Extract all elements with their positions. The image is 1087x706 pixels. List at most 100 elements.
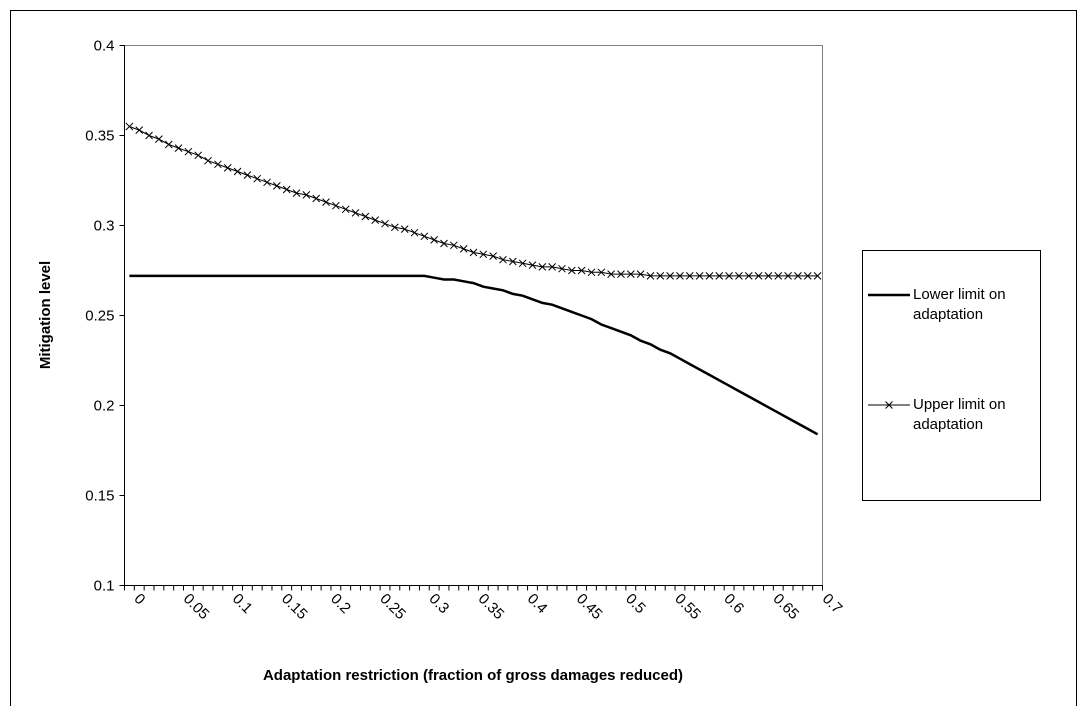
marker [518,259,527,268]
marker [499,255,507,264]
marker [174,144,183,152]
y-tick-label: 0.15 [85,488,114,505]
marker [312,194,321,203]
x-tick-label: 0.5 [622,590,649,617]
x-tick-label: 0.35 [475,590,508,623]
marker [794,272,802,280]
legend-label: Lower limit on adaptation [913,286,1006,323]
x-tick-label: 0.05 [180,590,213,623]
legend-label: Upper limit on adaptation [913,396,1006,433]
marker [125,122,134,131]
marker [528,261,537,269]
x-tick-label: 0.15 [278,590,311,623]
marker [607,270,615,278]
marker [626,270,635,278]
marker [695,272,704,280]
marker [459,245,468,253]
marker [508,257,517,266]
marker [803,272,812,280]
marker [204,156,212,165]
y-tick-label: 0.3 [94,218,115,235]
marker [558,264,566,273]
x-tick-label: 0.25 [376,590,409,623]
marker [725,272,733,280]
chart-border [10,10,1077,706]
marker [587,268,596,277]
marker [400,225,409,233]
marker [685,272,694,280]
marker [735,272,743,280]
x-tick-label: 0.2 [327,590,354,617]
marker [233,167,242,176]
marker [636,270,645,278]
marker [243,171,252,179]
y-tick-label: 0.2 [94,398,115,415]
marker [784,272,792,280]
marker [676,272,684,280]
x-tick-label: 0.65 [770,590,803,623]
x-axis-title: Adaptation restriction (fraction of gros… [263,667,683,684]
legend-marker [885,401,893,409]
marker [489,252,498,260]
marker [548,263,557,271]
x-tick-label: 0.4 [524,590,551,617]
plot-area [124,45,823,586]
marker [164,140,173,149]
y-tick-label: 0.25 [85,308,114,325]
marker [341,205,350,214]
marker [351,209,360,217]
marker [145,131,153,140]
marker [479,250,488,259]
marker [273,182,281,190]
marker [430,236,439,244]
marker [715,272,724,280]
marker [332,201,340,210]
marker [184,147,193,156]
marker [214,160,222,169]
marker [813,272,822,280]
marker [597,268,606,277]
series-line [129,274,819,436]
marker [361,212,370,221]
marker [656,272,665,280]
marker [302,191,311,199]
marker [440,239,448,248]
x-tick-label: 0.45 [573,590,606,623]
x-tick-label: 0.7 [819,590,846,617]
marker [194,151,203,160]
marker [666,272,674,280]
marker [381,219,389,228]
y-axis-title: Mitigation level [37,261,54,369]
marker [744,272,753,280]
marker [449,241,458,250]
marker [420,232,429,241]
marker [764,272,773,280]
marker [263,178,271,187]
y-tick-label: 0.35 [85,128,114,145]
marker [754,272,763,280]
marker [371,216,380,224]
marker [469,248,478,257]
marker [646,272,655,280]
y-tick-label: 0.4 [94,38,115,55]
x-tick-label: 0 [131,590,149,608]
marker [292,189,301,197]
marker [617,270,625,278]
marker [390,223,399,232]
marker [410,228,419,237]
marker [538,263,547,271]
marker [135,126,144,134]
marker [705,272,714,280]
x-tick-label: 0.3 [426,590,453,617]
x-tick-label: 0.6 [720,590,747,617]
marker [253,174,262,183]
marker [774,272,783,280]
marker [282,185,291,194]
marker [155,135,163,143]
y-tick-label: 0.1 [94,578,115,595]
x-tick-label: 0.1 [229,590,256,617]
x-tick-label: 0.55 [671,590,704,623]
marker [577,266,586,275]
marker [223,164,232,172]
